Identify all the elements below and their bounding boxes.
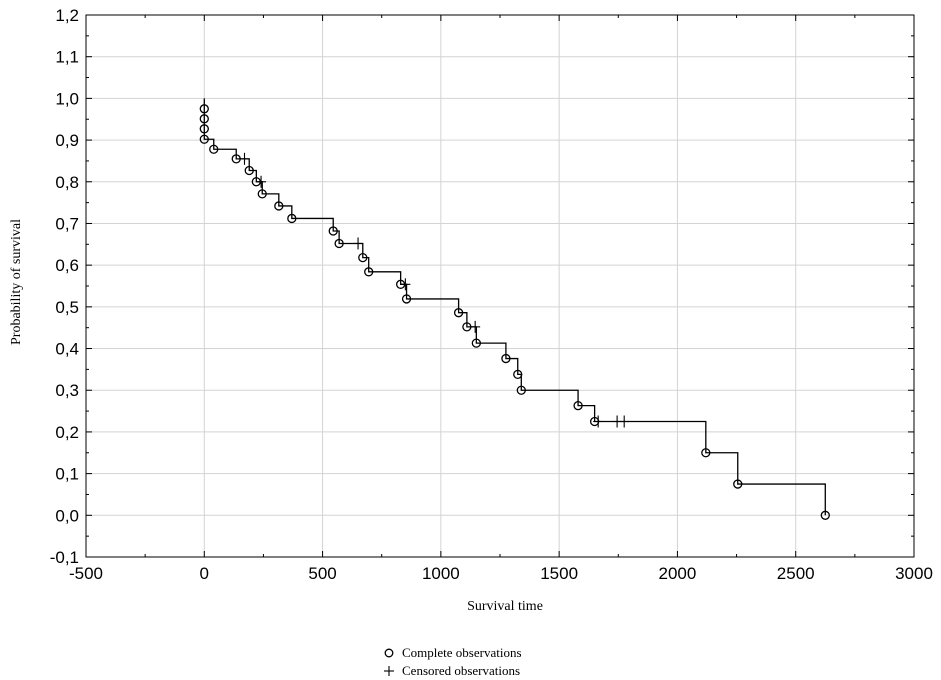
complete-observation-point xyxy=(199,114,209,124)
y-tick-label: 0,4 xyxy=(55,340,79,359)
y-tick-label: 0,8 xyxy=(55,173,79,192)
censored-observation-point xyxy=(256,175,267,188)
axis-ticks xyxy=(85,14,915,558)
x-axis-tick-labels: -500 0 500 1000 1500 2000 2500 3000 xyxy=(69,564,933,583)
complete-observation-point xyxy=(501,353,511,364)
y-tick-label: 0,3 xyxy=(55,381,79,400)
y-axis-title: Probability of survival xyxy=(9,219,24,345)
grid-lines xyxy=(86,15,914,557)
x-tick-label: 2000 xyxy=(659,564,697,583)
x-tick-label: 1000 xyxy=(422,564,460,583)
y-tick-label: -0,1 xyxy=(50,548,79,567)
complete-observation-point xyxy=(513,369,523,380)
data-markers xyxy=(199,104,830,520)
complete-observation-point xyxy=(471,338,481,348)
x-tick-label: 1500 xyxy=(540,564,578,583)
complete-observation-point xyxy=(573,401,583,411)
complete-observation-point xyxy=(274,201,284,211)
complete-observation-point xyxy=(199,124,209,134)
censored-observation-point xyxy=(593,415,604,428)
y-tick-label: 0,6 xyxy=(55,256,79,275)
legend-plus-icon xyxy=(384,666,394,676)
censored-observation-point xyxy=(619,415,630,428)
censored-observation-point xyxy=(400,278,411,291)
complete-observation-point xyxy=(209,144,219,154)
complete-observation-point xyxy=(733,479,743,489)
y-tick-label: 0,9 xyxy=(55,131,79,150)
y-tick-label: 0,2 xyxy=(55,423,79,442)
x-axis-title: Survival time xyxy=(467,599,543,614)
legend-complete-label: Complete observations xyxy=(402,645,522,660)
complete-observation-point xyxy=(516,385,526,395)
complete-observation-point xyxy=(701,448,711,458)
legend-censored-label: Censored observations xyxy=(402,663,520,678)
x-tick-label: 3000 xyxy=(895,564,933,583)
plot-frame xyxy=(85,14,915,558)
y-tick-label: 1,0 xyxy=(55,89,79,108)
x-tick-label: 2500 xyxy=(777,564,815,583)
x-tick-label: -500 xyxy=(69,564,103,583)
x-tick-label: 0 xyxy=(200,564,209,583)
complete-observation-point xyxy=(257,189,267,199)
censored-observation-point xyxy=(239,152,250,165)
survival-step-curve xyxy=(203,98,826,516)
y-tick-label: 0,5 xyxy=(55,298,79,317)
y-tick-label: 0,0 xyxy=(55,506,79,525)
complete-observation-point xyxy=(364,267,374,277)
x-tick-label: 500 xyxy=(308,564,336,583)
complete-observation-point xyxy=(334,238,344,249)
y-axis-tick-labels: -0,1 0,0 0,1 0,2 0,3 0,4 0,5 0,6 0,7 0,8 0,9 1,0 1,1… xyxy=(50,6,79,567)
y-tick-label: 1,1 xyxy=(55,48,79,67)
censored-observation-point xyxy=(470,320,481,333)
complete-observation-point xyxy=(199,134,209,144)
y-tick-label: 0,1 xyxy=(55,465,79,484)
legend-circle-icon xyxy=(384,648,394,658)
complete-observation-point xyxy=(287,213,297,224)
y-tick-label: 1,2 xyxy=(55,6,79,25)
complete-observation-point xyxy=(328,226,338,236)
legend: Complete observations Censored observati… xyxy=(384,645,522,678)
complete-observation-point xyxy=(453,308,464,318)
censored-observation-point xyxy=(353,237,364,250)
complete-observation-point xyxy=(820,510,830,520)
complete-observation-point xyxy=(401,294,412,304)
complete-observation-point xyxy=(244,165,254,176)
y-tick-label: 0,7 xyxy=(55,214,79,233)
complete-observation-point xyxy=(199,104,209,114)
complete-observation-point xyxy=(358,252,368,263)
